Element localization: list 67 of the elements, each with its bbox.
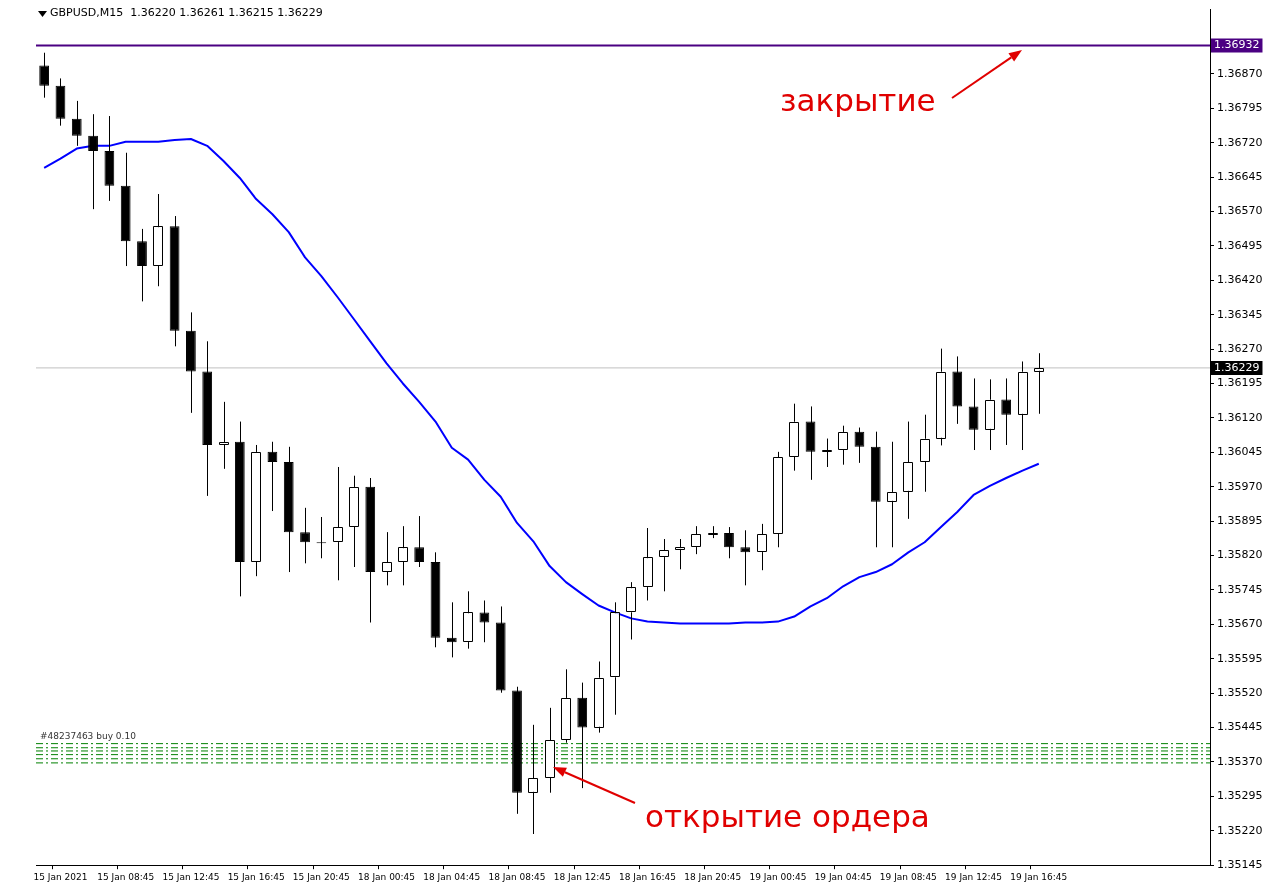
candlestick bbox=[137, 228, 147, 302]
candlestick bbox=[332, 466, 343, 581]
candlestick bbox=[1001, 377, 1012, 446]
candlestick bbox=[39, 52, 50, 99]
y-tick-label: 1.36870 bbox=[1217, 66, 1263, 80]
x-tick-label: 15 Jan 20:45 bbox=[292, 871, 350, 882]
y-tick-label: 1.35370 bbox=[1217, 754, 1263, 768]
candlestick bbox=[658, 538, 669, 592]
x-tick-label: 19 Jan 16:45 bbox=[1010, 871, 1068, 882]
candlestick bbox=[822, 438, 832, 468]
candlestick bbox=[397, 525, 408, 586]
annotation: открытие ордера bbox=[645, 798, 930, 834]
y-tick-label: 1.35295 bbox=[1217, 789, 1263, 803]
x-tick-label: 19 Jan 08:45 bbox=[879, 871, 937, 882]
candlestick bbox=[691, 525, 702, 555]
x-tick-label: 15 Jan 2021 bbox=[33, 871, 88, 882]
candlestick bbox=[838, 425, 849, 466]
y-tick-label: 1.36720 bbox=[1217, 135, 1263, 149]
x-tick-label: 19 Jan 12:45 bbox=[945, 871, 1003, 882]
ref-line-label: 1.36932 bbox=[1214, 38, 1260, 52]
candlestick bbox=[1033, 352, 1044, 415]
y-tick-label: 1.36495 bbox=[1217, 238, 1263, 252]
ref-line-label: #48237463 buy 0.10 bbox=[40, 731, 137, 742]
x-tick-label: 15 Jan 08:45 bbox=[97, 871, 155, 882]
y-tick-label: 1.35670 bbox=[1217, 617, 1263, 631]
candlestick bbox=[968, 377, 979, 451]
y-tick-label: 1.35895 bbox=[1217, 513, 1263, 527]
y-tick-label: 1.36120 bbox=[1217, 410, 1263, 424]
x-tick-label: 18 Jan 08:45 bbox=[488, 871, 546, 882]
candlestick bbox=[626, 581, 637, 640]
x-tick-label: 18 Jan 00:45 bbox=[358, 871, 416, 882]
y-tick-label: 1.36645 bbox=[1217, 169, 1263, 183]
y-tick-label: 1.36045 bbox=[1217, 445, 1263, 459]
y-tick-label: 1.36345 bbox=[1217, 307, 1263, 321]
candlestick bbox=[919, 414, 930, 493]
y-tick-label: 1.35745 bbox=[1217, 582, 1263, 596]
candlestick bbox=[479, 599, 490, 643]
y-tick-label: 1.36270 bbox=[1217, 341, 1263, 355]
y-tick-label: 1.36420 bbox=[1217, 273, 1263, 287]
candlestick bbox=[300, 507, 310, 564]
candlestick bbox=[71, 100, 82, 147]
y-tick-label: 1.35445 bbox=[1217, 720, 1263, 734]
candlestick bbox=[528, 724, 539, 835]
ref-line-label: 1.36229 bbox=[1214, 360, 1260, 374]
y-tick-label: 1.35145 bbox=[1217, 858, 1263, 872]
x-tick-label: 15 Jan 12:45 bbox=[162, 871, 220, 882]
x-tick-label: 19 Jan 00:45 bbox=[749, 871, 807, 882]
candlestick bbox=[887, 441, 897, 548]
x-tick-label: 19 Jan 04:45 bbox=[814, 871, 872, 882]
x-tick-label: 18 Jan 04:45 bbox=[423, 871, 481, 882]
y-tick-label: 1.35220 bbox=[1217, 823, 1263, 837]
candlestick bbox=[88, 113, 98, 210]
x-tick-label: 18 Jan 16:45 bbox=[618, 871, 676, 882]
annotation: закрытие bbox=[780, 82, 936, 118]
x-tick-label: 18 Jan 20:45 bbox=[684, 871, 742, 882]
y-tick-label: 1.35520 bbox=[1217, 686, 1263, 700]
y-tick-label: 1.35820 bbox=[1217, 548, 1263, 562]
y-tick-label: 1.36195 bbox=[1217, 376, 1263, 390]
x-tick-label: 15 Jan 16:45 bbox=[227, 871, 285, 882]
x-tick-label: 18 Jan 12:45 bbox=[553, 871, 611, 882]
y-tick-label: 1.36795 bbox=[1217, 101, 1263, 115]
y-tick-label: 1.36570 bbox=[1217, 204, 1263, 218]
y-tick-label: 1.35595 bbox=[1217, 651, 1263, 665]
candlestick bbox=[740, 529, 751, 586]
y-tick-label: 1.35970 bbox=[1217, 479, 1263, 493]
chart-title: GBPUSD,M15 1.36220 1.36261 1.36215 1.36229 bbox=[50, 6, 323, 19]
candlestick bbox=[675, 538, 685, 570]
